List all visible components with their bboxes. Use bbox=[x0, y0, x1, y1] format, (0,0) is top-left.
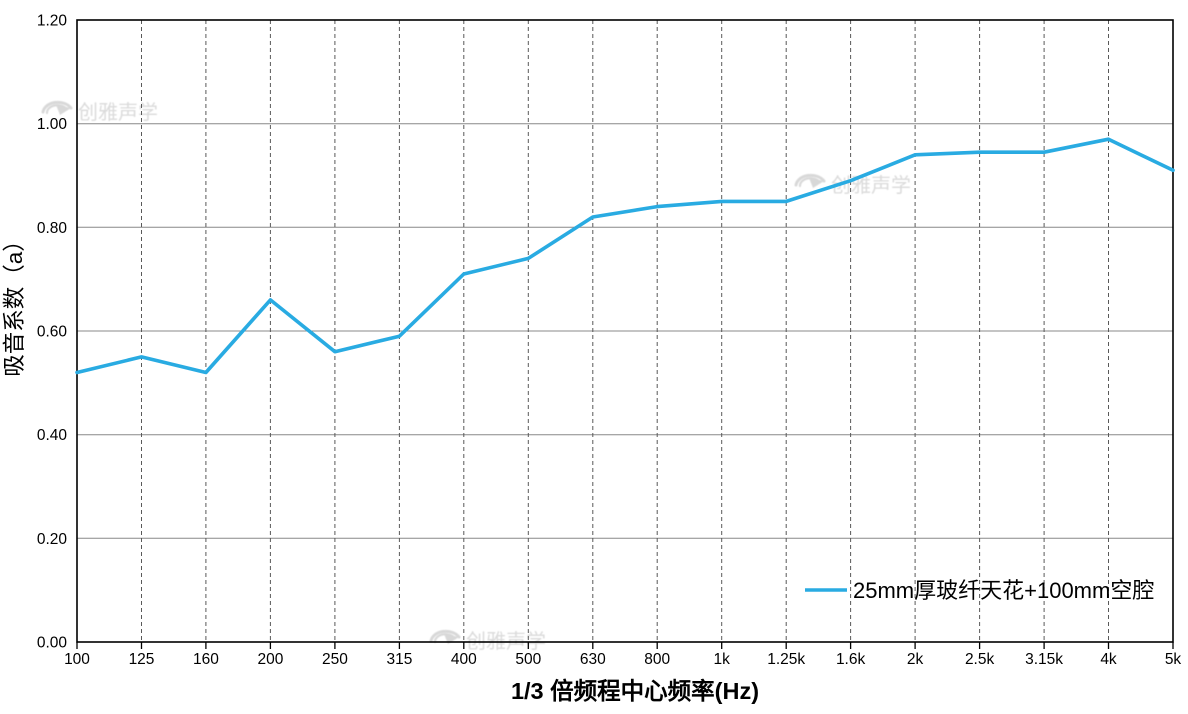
svg-text:0.80: 0.80 bbox=[37, 220, 68, 237]
svg-text:630: 630 bbox=[580, 651, 606, 668]
svg-text:2.5k: 2.5k bbox=[965, 651, 995, 668]
svg-text:3.15k: 3.15k bbox=[1025, 651, 1063, 668]
svg-text:800: 800 bbox=[644, 651, 670, 668]
svg-text:吸音系数（a）: 吸音系数（a） bbox=[2, 229, 27, 377]
svg-text:0.60: 0.60 bbox=[37, 324, 68, 341]
svg-text:2k: 2k bbox=[907, 651, 924, 668]
svg-text:250: 250 bbox=[322, 651, 348, 668]
svg-text:160: 160 bbox=[193, 651, 219, 668]
svg-text:0.20: 0.20 bbox=[37, 531, 68, 548]
svg-text:200: 200 bbox=[257, 651, 283, 668]
svg-text:5k: 5k bbox=[1165, 651, 1182, 668]
svg-text:4k: 4k bbox=[1100, 651, 1117, 668]
svg-text:0.40: 0.40 bbox=[37, 427, 68, 444]
svg-text:1/3 倍频程中心频率(Hz): 1/3 倍频程中心频率(Hz) bbox=[511, 677, 759, 704]
svg-text:100: 100 bbox=[64, 651, 90, 668]
svg-text:400: 400 bbox=[451, 651, 477, 668]
svg-text:1.25k: 1.25k bbox=[767, 651, 805, 668]
svg-text:1.6k: 1.6k bbox=[836, 651, 866, 668]
svg-text:125: 125 bbox=[129, 651, 155, 668]
svg-text:1.20: 1.20 bbox=[37, 13, 68, 30]
svg-text:315: 315 bbox=[386, 651, 412, 668]
svg-text:500: 500 bbox=[515, 651, 541, 668]
svg-text:0.00: 0.00 bbox=[37, 635, 68, 652]
svg-text:25mm厚玻纤天花+100mm空腔: 25mm厚玻纤天花+100mm空腔 bbox=[853, 578, 1154, 603]
svg-text:1k: 1k bbox=[714, 651, 731, 668]
svg-text:1.00: 1.00 bbox=[37, 116, 68, 133]
